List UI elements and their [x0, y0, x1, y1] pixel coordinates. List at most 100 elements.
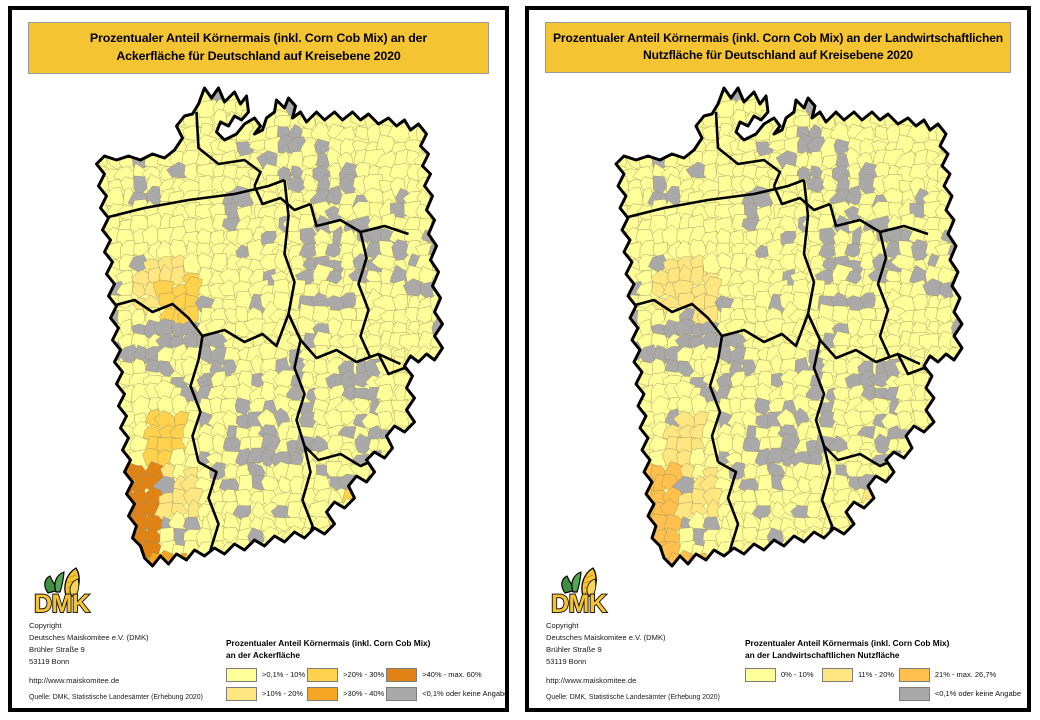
district-polygon[interactable]	[133, 99, 149, 118]
district-polygon[interactable]	[82, 545, 98, 561]
district-polygon[interactable]	[224, 591, 239, 609]
district-polygon[interactable]	[860, 516, 879, 535]
district-polygon[interactable]	[595, 462, 622, 481]
district-polygon[interactable]	[392, 581, 406, 595]
district-polygon[interactable]	[432, 503, 447, 523]
district-polygon[interactable]	[121, 85, 140, 105]
district-polygon[interactable]	[807, 580, 824, 602]
district-polygon[interactable]	[922, 438, 944, 452]
district-polygon[interactable]	[650, 86, 673, 104]
district-polygon[interactable]	[235, 583, 252, 599]
district-polygon[interactable]	[899, 487, 915, 509]
district-polygon[interactable]	[414, 473, 436, 494]
district-polygon[interactable]	[610, 135, 634, 153]
district-polygon[interactable]	[339, 70, 359, 95]
district-polygon[interactable]	[933, 97, 960, 117]
district-polygon[interactable]	[337, 203, 355, 220]
district-polygon[interactable]	[82, 499, 99, 523]
district-polygon[interactable]	[837, 592, 855, 611]
district-polygon[interactable]	[610, 462, 630, 480]
district-polygon[interactable]	[77, 191, 103, 208]
district-polygon[interactable]	[323, 85, 343, 101]
district-polygon[interactable]	[922, 278, 943, 297]
district-polygon[interactable]	[653, 564, 672, 584]
district-polygon[interactable]	[96, 347, 111, 362]
district-polygon[interactable]	[91, 472, 114, 492]
district-polygon[interactable]	[732, 557, 748, 570]
district-polygon[interactable]	[602, 545, 618, 561]
district-polygon[interactable]	[264, 553, 284, 573]
district-polygon[interactable]	[285, 593, 307, 612]
district-polygon[interactable]	[940, 593, 957, 610]
district-polygon[interactable]	[378, 83, 400, 104]
district-polygon[interactable]	[379, 487, 396, 509]
district-polygon[interactable]	[922, 492, 942, 507]
district-polygon[interactable]	[312, 580, 331, 597]
district-polygon[interactable]	[121, 580, 133, 598]
district-polygon[interactable]	[951, 503, 967, 523]
district-polygon[interactable]	[951, 592, 964, 611]
district-polygon[interactable]	[104, 515, 121, 534]
district-polygon[interactable]	[835, 88, 851, 109]
district-polygon[interactable]	[404, 516, 421, 532]
district-polygon[interactable]	[935, 464, 954, 486]
district-polygon[interactable]	[808, 75, 822, 90]
district-polygon[interactable]	[92, 502, 114, 516]
district-polygon[interactable]	[679, 84, 695, 104]
district-polygon[interactable]	[639, 592, 660, 612]
district-polygon[interactable]	[868, 596, 890, 613]
district-polygon[interactable]	[900, 571, 918, 586]
district-polygon[interactable]	[298, 556, 319, 576]
district-polygon[interactable]	[677, 73, 698, 91]
district-polygon[interactable]	[818, 372, 835, 389]
district-polygon[interactable]	[355, 543, 373, 561]
district-polygon[interactable]	[766, 89, 784, 105]
district-polygon[interactable]	[913, 484, 931, 510]
district-polygon[interactable]	[794, 554, 813, 570]
district-polygon[interactable]	[778, 83, 798, 102]
district-polygon[interactable]	[597, 176, 617, 197]
district-polygon[interactable]	[626, 541, 644, 559]
district-polygon[interactable]	[882, 539, 911, 558]
district-polygon[interactable]	[272, 291, 294, 312]
district-polygon[interactable]	[827, 569, 852, 586]
district-polygon[interactable]	[81, 269, 102, 288]
district-polygon[interactable]	[234, 553, 253, 570]
district-polygon[interactable]	[354, 433, 372, 455]
district-polygon[interactable]	[599, 451, 618, 470]
district-polygon[interactable]	[637, 74, 659, 90]
district-polygon[interactable]	[419, 565, 437, 584]
district-polygon[interactable]	[387, 542, 408, 561]
district-polygon[interactable]	[848, 77, 864, 92]
district-polygon[interactable]	[612, 329, 630, 353]
district-polygon[interactable]	[857, 592, 879, 609]
district-polygon[interactable]	[353, 397, 371, 415]
district-polygon[interactable]	[729, 253, 747, 273]
district-polygon[interactable]	[365, 605, 379, 626]
district-polygon[interactable]	[336, 538, 354, 558]
district-polygon[interactable]	[906, 542, 928, 561]
district-polygon[interactable]	[273, 579, 296, 598]
district-polygon[interactable]	[431, 540, 447, 559]
district-polygon[interactable]	[157, 73, 178, 91]
district-polygon[interactable]	[261, 582, 276, 603]
district-polygon[interactable]	[77, 312, 96, 326]
district-polygon[interactable]	[949, 123, 968, 148]
district-polygon[interactable]	[755, 568, 776, 583]
district-polygon[interactable]	[599, 441, 619, 457]
district-polygon[interactable]	[623, 488, 648, 511]
district-polygon[interactable]	[81, 296, 98, 314]
district-polygon[interactable]	[415, 448, 436, 469]
district-polygon[interactable]	[388, 564, 410, 589]
district-polygon[interactable]	[89, 448, 112, 470]
district-polygon[interactable]	[704, 72, 720, 93]
district-polygon[interactable]	[794, 564, 814, 585]
district-polygon[interactable]	[884, 565, 907, 584]
district-polygon[interactable]	[638, 568, 656, 584]
district-polygon[interactable]	[414, 608, 434, 623]
district-polygon[interactable]	[147, 101, 164, 114]
district-polygon[interactable]	[897, 580, 914, 601]
district-polygon[interactable]	[367, 554, 386, 571]
district-polygon[interactable]	[729, 594, 746, 618]
district-polygon[interactable]	[621, 451, 645, 472]
